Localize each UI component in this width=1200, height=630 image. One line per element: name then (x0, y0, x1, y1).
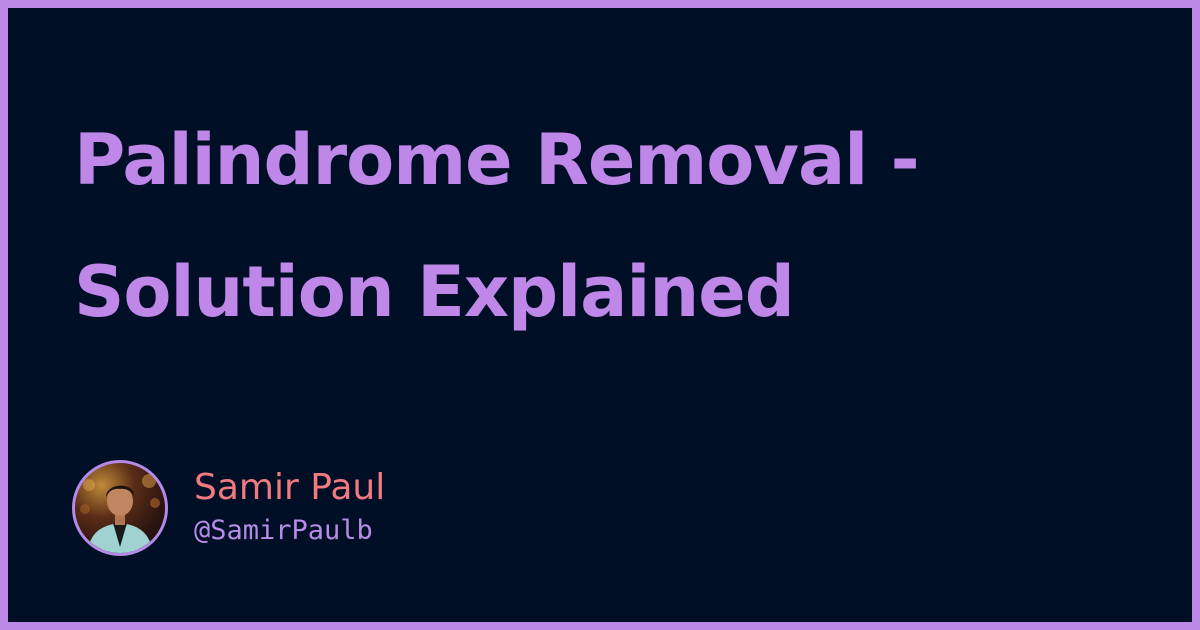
page-title: Palindrome Removal - Solution Explained (74, 119, 920, 333)
social-card: Palindrome Removal - Solution Explained (8, 8, 1192, 622)
author-name: Samir Paul (194, 467, 386, 508)
person-avatar-icon (80, 474, 160, 553)
avatar (72, 460, 168, 556)
author-text: Samir Paul @SamirPaulb (194, 466, 385, 550)
author-block: Samir Paul @SamirPaulb (72, 458, 385, 558)
author-handle: @SamirPaulb (194, 515, 373, 546)
